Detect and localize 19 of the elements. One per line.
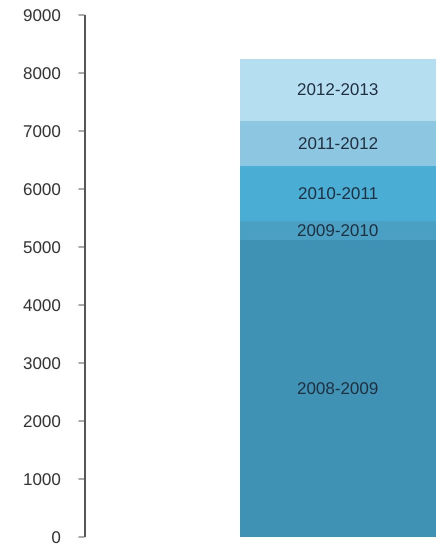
y-tick-label: 0 (51, 528, 61, 547)
y-tick-label: 8000 (23, 64, 61, 83)
bar (240, 121, 436, 166)
series-label: 2011-2012 (298, 134, 378, 153)
y-tick-label: 5000 (23, 238, 61, 257)
series-label: 2008-2009 (297, 379, 378, 398)
series-label: 2012-2013 (297, 80, 378, 99)
y-tick-label: 1000 (23, 470, 61, 489)
y-tick-label: 3000 (23, 354, 61, 373)
series-label: 2010-2011 (298, 184, 378, 203)
y-tick-label: 9000 (23, 6, 61, 25)
bar (240, 59, 436, 121)
bar (240, 240, 436, 537)
series-label: 2009-2010 (297, 221, 378, 240)
bar (240, 166, 436, 221)
y-tick-label: 6000 (23, 180, 61, 199)
y-tick-label: 4000 (23, 296, 61, 315)
y-tick-label: 2000 (23, 412, 61, 431)
y-tick-label: 7000 (23, 122, 61, 141)
